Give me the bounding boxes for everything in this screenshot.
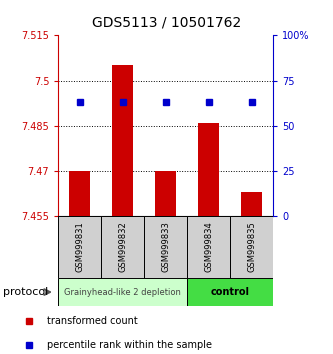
Text: protocol: protocol	[3, 287, 49, 297]
Text: GSM999833: GSM999833	[161, 222, 170, 272]
Text: control: control	[210, 287, 250, 297]
Bar	[112, 65, 134, 216]
Bar	[155, 171, 176, 216]
Bar	[144, 216, 187, 278]
Bar	[241, 192, 262, 216]
Text: GSM999835: GSM999835	[247, 222, 256, 272]
Bar	[230, 216, 273, 278]
Text: percentile rank within the sample: percentile rank within the sample	[47, 339, 212, 350]
Bar	[69, 171, 91, 216]
Text: Grainyhead-like 2 depletion: Grainyhead-like 2 depletion	[64, 287, 181, 297]
Text: GSM999832: GSM999832	[118, 222, 127, 272]
Bar	[101, 216, 144, 278]
Bar	[198, 122, 219, 216]
Text: GDS5113 / 10501762: GDS5113 / 10501762	[92, 16, 241, 30]
Bar	[187, 278, 273, 306]
Bar	[58, 216, 101, 278]
Bar	[58, 278, 187, 306]
Text: GSM999834: GSM999834	[204, 222, 213, 272]
Text: GSM999831: GSM999831	[75, 222, 84, 272]
Bar	[187, 216, 230, 278]
Text: transformed count: transformed count	[47, 316, 138, 326]
